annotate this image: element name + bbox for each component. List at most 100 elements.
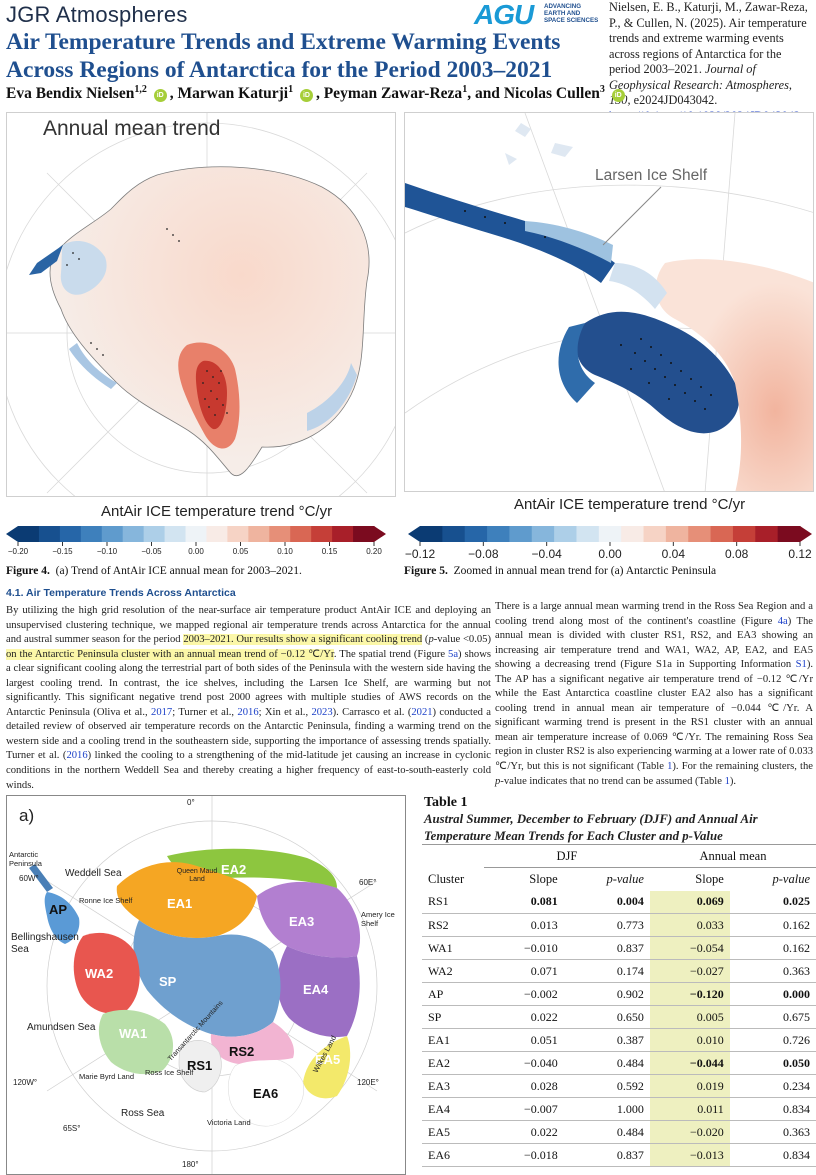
peninsula-north bbox=[405, 183, 615, 283]
author-affiliation: 1,2 bbox=[134, 84, 147, 95]
agu-logo-tagline: ADVANCING EARTH AND SPACE SCIENCES bbox=[544, 3, 599, 24]
colorbar-bin bbox=[598, 526, 622, 542]
cell-djf-p: 0.837 bbox=[563, 1143, 650, 1167]
figure5-colorbar-title: AntAir ICE temperature trend °C/yr bbox=[514, 496, 746, 513]
cell-cluster: EA6 bbox=[422, 1143, 484, 1167]
column-header-annual-slope: Slope bbox=[695, 871, 724, 886]
colorbar-bin bbox=[164, 526, 187, 542]
paragraph-text: ) linked the cooling to a strengthening … bbox=[6, 750, 491, 791]
colorbar-bin bbox=[665, 526, 689, 542]
figure5-map-panel: Larsen Ice Shelf bbox=[404, 112, 814, 492]
degree-label-180: 180° bbox=[182, 1160, 199, 1169]
reference-link[interactable]: 1 bbox=[724, 775, 730, 787]
reference-link[interactable]: 4a bbox=[777, 615, 788, 627]
cell-annual-slope: 0.011 bbox=[649, 1097, 730, 1121]
reference-link[interactable]: 2023 bbox=[311, 706, 333, 718]
reference-link[interactable]: 1 bbox=[667, 761, 673, 773]
journal-name: JGR Atmospheres bbox=[6, 2, 188, 27]
figure4-map-panel: Annual mean trend bbox=[6, 112, 396, 497]
cluster-map bbox=[29, 796, 378, 1174]
figure5-caption-label: Figure 5. bbox=[404, 565, 448, 577]
place-label-amundsen-sea: Amundsen Sea bbox=[27, 1022, 96, 1033]
reference-link[interactable]: 2017 bbox=[151, 706, 173, 718]
degree-label-60e: 60E° bbox=[359, 878, 377, 887]
colorbar-bin bbox=[353, 526, 375, 542]
colorbar-bin bbox=[464, 526, 488, 542]
colorbar-bin bbox=[38, 526, 61, 542]
cell-annual-slope: 0.010 bbox=[649, 1028, 730, 1052]
paragraph-text: ). bbox=[729, 775, 737, 787]
paragraph-text: ( bbox=[422, 634, 429, 646]
cell-djf-slope: −0.007 bbox=[484, 1097, 564, 1121]
table-group-header-annual: Annual mean bbox=[649, 844, 816, 868]
cell-djf-p: 0.484 bbox=[563, 1120, 650, 1144]
place-label-victoria-land: Victoria Land bbox=[207, 1118, 251, 1127]
cluster-label-ea2: EA2 bbox=[221, 862, 247, 877]
peninsula-tip bbox=[29, 245, 63, 275]
author-separator: , and bbox=[467, 85, 504, 103]
cell-djf-slope: 0.081 bbox=[484, 890, 564, 914]
section-heading: 4.1. Air Temperature Trends Across Antar… bbox=[6, 587, 236, 599]
cell-djf-p: 0.174 bbox=[563, 959, 650, 983]
table-row: AP −0.002 0.902 −0.120 0.000 bbox=[422, 982, 816, 1006]
cell-djf-p: 0.387 bbox=[563, 1028, 650, 1052]
paragraph-text: ) shows a clear significant cooling alon… bbox=[6, 648, 491, 718]
colorbar-extend-low bbox=[408, 526, 420, 542]
peninsula-body bbox=[576, 311, 739, 434]
cluster-ea3 bbox=[257, 881, 361, 958]
colorbar-tick-label: −0.12 bbox=[404, 547, 436, 561]
cluster-label-sp: SP bbox=[159, 974, 177, 989]
cell-annual-p: 0.162 bbox=[729, 936, 816, 960]
table-row: WA1 −0.010 0.837 −0.054 0.162 bbox=[422, 936, 816, 960]
reference-link[interactable]: 2021 bbox=[411, 706, 433, 718]
ross-warming-core bbox=[195, 360, 227, 430]
cluster-label-wa1: WA1 bbox=[119, 1026, 148, 1041]
paragraph-text: ) The annual mean is divided with cluste… bbox=[495, 615, 813, 671]
cell-djf-slope: −0.018 bbox=[484, 1143, 564, 1167]
table-row: EA6 −0.018 0.837 −0.013 0.834 bbox=[422, 1143, 816, 1167]
cell-annual-p: 0.363 bbox=[729, 1120, 816, 1144]
colorbar-bin bbox=[227, 526, 249, 542]
place-label-queen-maud-land: Queen Maud Land bbox=[176, 868, 218, 883]
degree-label-120e: 120E° bbox=[357, 1078, 379, 1087]
orcid-icon[interactable]: iD bbox=[153, 89, 167, 103]
author-affiliation: 3 bbox=[599, 84, 605, 95]
paragraph-text: ). The AP has a significant negative air… bbox=[495, 659, 813, 773]
place-label-ronne-ice-shelf: Ronne Ice Shelf bbox=[79, 896, 133, 905]
colorbars bbox=[6, 526, 812, 546]
reference-link[interactable]: 5a bbox=[448, 648, 459, 660]
cell-cluster: EA3 bbox=[422, 1074, 484, 1098]
reference-link[interactable]: 2016 bbox=[237, 706, 259, 718]
cell-cluster: EA5 bbox=[422, 1120, 484, 1144]
figure4-colorbar-title: AntAir ICE temperature trend °C/yr bbox=[101, 503, 333, 520]
cluster-label-ea3: EA3 bbox=[289, 914, 315, 929]
cell-djf-slope: 0.071 bbox=[484, 959, 564, 983]
cell-cluster: EA1 bbox=[422, 1028, 484, 1052]
author-name: Eva Bendix Nielsen bbox=[6, 85, 135, 103]
reference-link[interactable]: S1 bbox=[795, 659, 807, 671]
cell-djf-slope: 0.022 bbox=[484, 1120, 564, 1144]
figure4-caption-label: Figure 4. bbox=[6, 565, 50, 577]
article-title: Air Temperature Trends and Extreme Warmi… bbox=[6, 28, 596, 84]
cluster-label-rs1: RS1 bbox=[187, 1058, 213, 1073]
colorbar-tick-label: 0.12 bbox=[788, 547, 812, 561]
orcid-icon[interactable]: iD bbox=[299, 89, 313, 103]
cell-annual-p: 0.834 bbox=[729, 1143, 816, 1167]
colorbar-tick-label: −0.05 bbox=[141, 547, 162, 556]
cell-cluster: WA2 bbox=[422, 959, 484, 983]
cluster-ea5 bbox=[303, 1036, 351, 1099]
colorbar-bin bbox=[576, 526, 600, 542]
cell-annual-p: 0.834 bbox=[729, 1097, 816, 1121]
column-header-djf-p: p-value bbox=[606, 871, 644, 886]
cell-annual-slope: −0.120 bbox=[649, 982, 730, 1006]
highlighted-text: 2003–2021. Our results show a significan… bbox=[183, 634, 423, 646]
cell-annual-slope: 0.033 bbox=[649, 913, 730, 937]
orcid-icon[interactable]: iD bbox=[611, 89, 625, 103]
figure5-caption-text: Zoomed in annual mean trend for (a) Anta… bbox=[453, 565, 717, 577]
paragraph-text: ; Turner et al., bbox=[172, 706, 238, 718]
colorbar-tick-label: −0.15 bbox=[52, 547, 73, 556]
reference-link[interactable]: 2016 bbox=[66, 750, 88, 762]
trend-table: DJF Annual mean Cluster Slope p-value Sl… bbox=[422, 844, 816, 1167]
cluster-label-ap: AP bbox=[49, 902, 68, 917]
italic-text: p bbox=[495, 775, 501, 787]
